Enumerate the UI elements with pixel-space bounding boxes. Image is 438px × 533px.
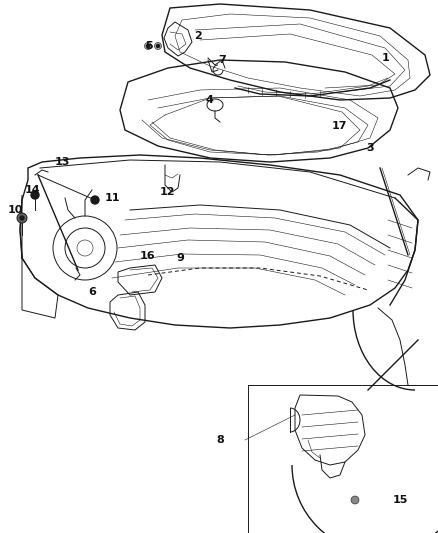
Circle shape bbox=[31, 191, 39, 199]
Text: 2: 2 bbox=[194, 31, 202, 41]
Text: 8: 8 bbox=[216, 435, 224, 445]
Text: 6: 6 bbox=[88, 287, 96, 297]
Circle shape bbox=[156, 44, 159, 47]
Text: 15: 15 bbox=[393, 495, 408, 505]
Text: 9: 9 bbox=[176, 253, 184, 263]
Text: 14: 14 bbox=[25, 185, 41, 195]
Circle shape bbox=[146, 44, 149, 47]
Text: 13: 13 bbox=[55, 157, 71, 167]
Text: 16: 16 bbox=[140, 251, 155, 261]
Circle shape bbox=[145, 43, 152, 50]
Text: 10: 10 bbox=[8, 205, 23, 215]
Circle shape bbox=[91, 196, 99, 204]
Text: 12: 12 bbox=[160, 187, 176, 197]
Text: 7: 7 bbox=[218, 55, 226, 65]
Text: 11: 11 bbox=[105, 193, 120, 203]
Text: 4: 4 bbox=[205, 95, 213, 105]
Text: 17: 17 bbox=[332, 121, 347, 131]
Circle shape bbox=[155, 43, 162, 50]
Circle shape bbox=[20, 216, 24, 220]
Circle shape bbox=[351, 496, 359, 504]
Text: 1: 1 bbox=[382, 53, 390, 63]
Text: 5: 5 bbox=[145, 41, 152, 51]
Text: 3: 3 bbox=[366, 143, 374, 153]
Circle shape bbox=[17, 213, 27, 223]
